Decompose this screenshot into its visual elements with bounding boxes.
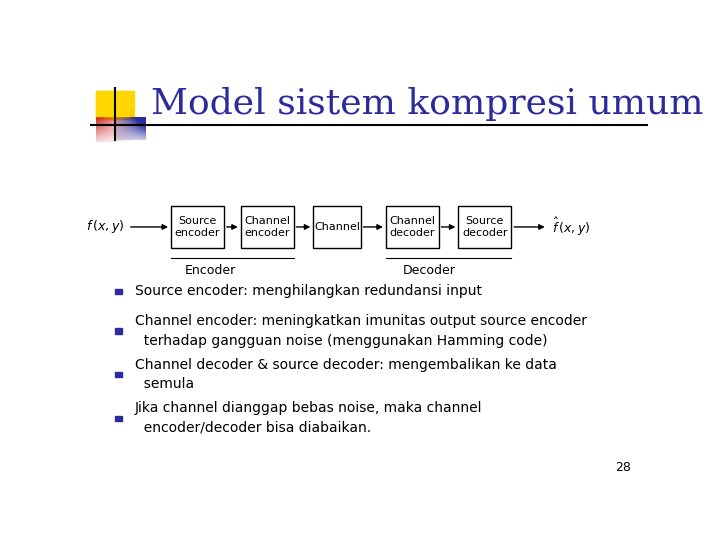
Bar [240, 206, 294, 248]
Text: Jika channel dianggap bebas noise, maka channel
  encoder/decoder bisa diabaikan: Jika channel dianggap bebas noise, maka … [135, 401, 482, 435]
Text: Model sistem kompresi umum: Model sistem kompresi umum [151, 87, 704, 122]
Text: Channel encoder: meningkatkan imunitas output source encoder
  terhadap gangguan: Channel encoder: meningkatkan imunitas o… [135, 314, 587, 348]
Text: Channel
decoder: Channel decoder [390, 216, 436, 238]
Text: $\hat{f}\,(x,y)$: $\hat{f}\,(x,y)$ [552, 216, 590, 238]
Text: Decoder: Decoder [402, 265, 456, 278]
Bar [386, 206, 438, 248]
Text: Source encoder: menghilangkan redundansi input: Source encoder: menghilangkan redundansi… [135, 285, 482, 299]
Bar [171, 206, 224, 248]
Bar [459, 206, 511, 248]
Text: Channel
encoder: Channel encoder [244, 216, 290, 238]
Bar [115, 289, 122, 294]
Bar [313, 206, 361, 248]
Bar [96, 91, 129, 116]
Bar [115, 328, 122, 334]
Bar [96, 91, 133, 119]
Text: Channel decoder & source decoder: mengembalikan ke data
  semula: Channel decoder & source decoder: mengem… [135, 358, 557, 392]
Text: Source
decoder: Source decoder [462, 216, 508, 238]
Text: 28: 28 [616, 461, 631, 474]
Bar [115, 415, 122, 421]
Text: Source
encoder: Source encoder [175, 216, 220, 238]
Text: Channel: Channel [314, 222, 360, 232]
Bar [115, 372, 122, 377]
Text: Encoder: Encoder [184, 265, 235, 278]
Text: $f\,(x,y)$: $f\,(x,y)$ [86, 219, 125, 235]
